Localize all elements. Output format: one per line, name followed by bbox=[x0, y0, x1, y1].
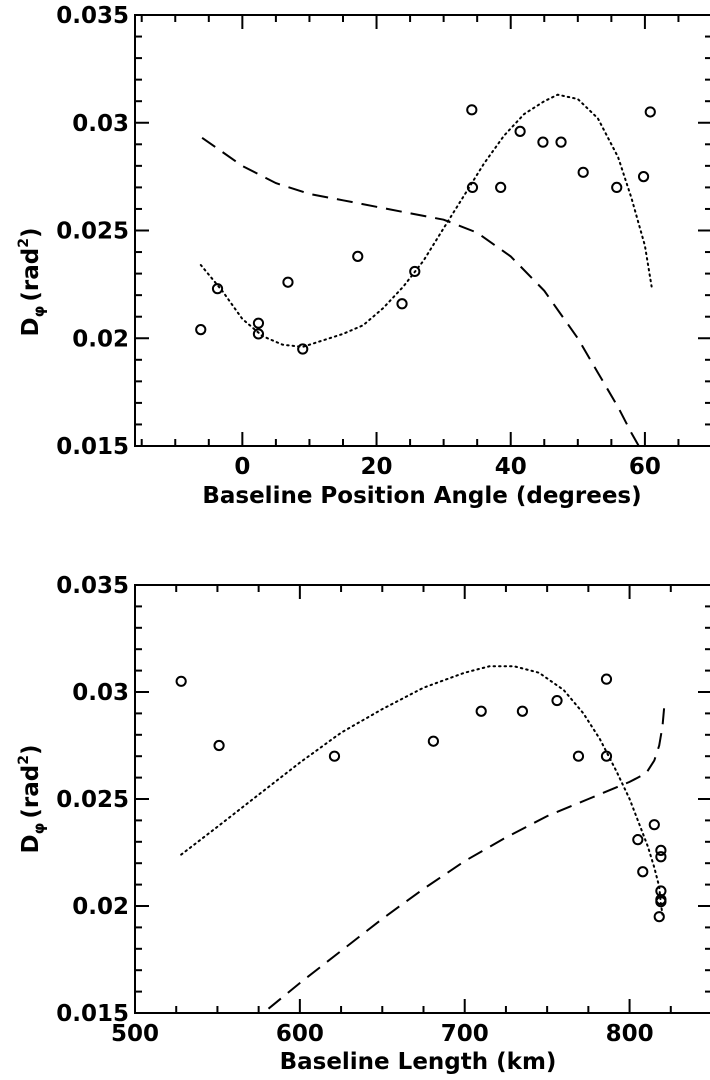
data-point bbox=[475, 705, 487, 717]
y-tick-label: 0.025 bbox=[56, 219, 129, 245]
data-point bbox=[213, 739, 225, 752]
data-point bbox=[537, 136, 549, 148]
data-layer bbox=[175, 665, 667, 1010]
x-tick-label: 20 bbox=[361, 454, 393, 480]
data-point bbox=[328, 750, 341, 762]
data-point bbox=[577, 166, 589, 178]
y-tick-label: 0.02 bbox=[72, 326, 129, 352]
data-point bbox=[495, 181, 507, 193]
data-point bbox=[282, 276, 294, 288]
data-point bbox=[648, 819, 660, 831]
data-point bbox=[611, 181, 623, 193]
data-point bbox=[175, 675, 187, 687]
x-tick-label: 60 bbox=[629, 454, 661, 480]
dotted-model-curve bbox=[180, 665, 664, 916]
plot-frame bbox=[134, 584, 710, 1014]
x-axis-label-top: Baseline Position Angle (degrees) bbox=[202, 483, 641, 509]
data-point bbox=[653, 911, 665, 923]
data-point bbox=[572, 750, 585, 762]
panel-position-angle: 0 20 40 60 0.015 0.02 0.025 0.03 0.035 bbox=[56, 3, 710, 480]
y-tick-label: 0.03 bbox=[72, 680, 129, 706]
data-point bbox=[644, 106, 656, 118]
x-tick-label: 500 bbox=[111, 1021, 159, 1047]
data-point bbox=[466, 104, 478, 116]
data-point bbox=[555, 136, 567, 148]
data-layer bbox=[195, 93, 656, 446]
y-tick-label: 0.035 bbox=[56, 573, 129, 599]
y-tick-label: 0.015 bbox=[56, 1001, 129, 1027]
data-point bbox=[600, 673, 613, 685]
data-point bbox=[514, 125, 526, 137]
x-tick-label: 700 bbox=[441, 1021, 489, 1047]
y-axis-label-bottom: Dφ(rad2) bbox=[16, 745, 48, 854]
data-point bbox=[352, 250, 364, 262]
y-tick-label: 0.035 bbox=[56, 3, 129, 29]
x-tick-label: 0 bbox=[234, 454, 250, 480]
x-tick-label: 800 bbox=[606, 1021, 654, 1047]
x-axis-label-bottom: Baseline Length (km) bbox=[280, 1049, 557, 1075]
x-tick-label: 40 bbox=[495, 454, 527, 480]
data-point bbox=[516, 705, 529, 717]
data-point bbox=[632, 834, 644, 846]
x-tick-label: 600 bbox=[276, 1021, 324, 1047]
data-point bbox=[195, 324, 207, 336]
panel-baseline-length: 500 600 700 800 0.015 0.02 0.025 0.03 0.035 bbox=[56, 573, 710, 1047]
data-point bbox=[427, 735, 439, 747]
data-point bbox=[551, 694, 563, 707]
data-point bbox=[600, 750, 613, 762]
data-point bbox=[655, 844, 667, 856]
y-tick-label: 0.015 bbox=[56, 434, 129, 460]
data-point bbox=[252, 328, 265, 340]
y-tick-label: 0.025 bbox=[56, 787, 129, 813]
data-point bbox=[211, 283, 224, 295]
dashed-model-curve bbox=[201, 136, 640, 446]
data-point bbox=[396, 298, 408, 310]
dashed-model-curve bbox=[267, 706, 666, 1010]
data-point bbox=[637, 866, 649, 878]
plot-frame bbox=[134, 14, 710, 447]
y-tick-label: 0.03 bbox=[72, 111, 129, 137]
y-tick-label: 0.02 bbox=[72, 894, 129, 920]
y-axis-label-top: Dφ(rad2) bbox=[16, 228, 48, 337]
data-point bbox=[655, 851, 667, 863]
dotted-model-curve bbox=[199, 93, 653, 348]
data-point bbox=[409, 265, 421, 278]
data-point bbox=[637, 171, 650, 183]
data-point bbox=[297, 343, 309, 355]
data-point bbox=[252, 317, 265, 329]
